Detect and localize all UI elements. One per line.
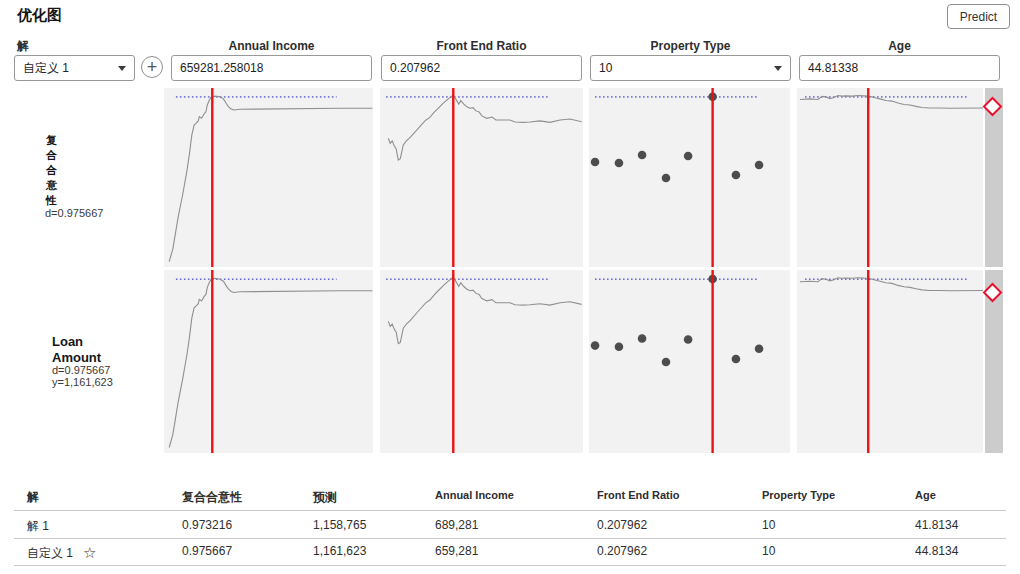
response-label-desirability: 复合合意性	[46, 133, 60, 208]
front-end-ratio-input[interactable]	[381, 55, 582, 81]
desirability-d-value: d=0.975667	[45, 207, 103, 220]
table-row-1-property-type: 10	[762, 518, 775, 532]
profiler-chart-desirability-front-end-ratio[interactable]	[380, 88, 583, 267]
table-header-annual-income: Annual Income	[435, 489, 514, 501]
table-row-1-age: 41.8134	[915, 518, 958, 532]
loan-amount-y-value: y=1,161,623	[52, 376, 113, 389]
factor-header-property-type: Property Type	[590, 39, 791, 53]
table-divider	[14, 510, 1006, 511]
table-header-property-type: Property Type	[762, 489, 835, 501]
chevron-down-icon	[118, 66, 126, 71]
factor-header-age: Age	[799, 39, 1000, 53]
table-header-prediction: 预测	[313, 489, 337, 506]
factor-header-annual-income: Annual Income	[171, 39, 372, 53]
response-label-loan-amount: Loan Amount	[52, 334, 122, 366]
profiler-chart-loan-amount-front-end-ratio[interactable]	[380, 270, 583, 453]
table-row-2-annual-income: 659,281	[435, 544, 478, 558]
table-row-2-front-end-ratio: 0.207962	[597, 544, 647, 558]
factor-header-front-end-ratio: Front End Ratio	[381, 39, 582, 53]
star-icon[interactable]: ☆	[83, 544, 96, 562]
table-header-desirability: 复合合意性	[182, 489, 242, 506]
property-type-select[interactable]: 10	[590, 55, 791, 81]
add-solution-button[interactable]: +	[141, 56, 163, 78]
table-row-1-name[interactable]: 解 1	[27, 518, 49, 535]
plus-icon: +	[147, 58, 158, 76]
table-row-1-prediction: 1,158,765	[313, 518, 366, 532]
table-row-2-age: 44.8134	[915, 544, 958, 558]
solution-label: 解	[17, 38, 29, 55]
profiler-chart-loan-amount-property-type[interactable]	[589, 270, 790, 453]
table-row-2-desirability: 0.975667	[182, 544, 232, 558]
solution-select-value: 自定义 1	[23, 56, 69, 80]
table-header-age: Age	[915, 489, 936, 501]
profiler-chart-loan-amount-age[interactable]	[797, 270, 983, 453]
table-row-1-annual-income: 689,281	[435, 518, 478, 532]
predict-button[interactable]: Predict	[947, 4, 1010, 29]
optimization-plot-panel: 优化图 Predict 解 自定义 1 + Annual Income Fron…	[0, 0, 1020, 574]
table-divider	[14, 565, 1006, 566]
table-row-2-property-type: 10	[762, 544, 775, 558]
chevron-down-icon	[774, 66, 782, 71]
page-title: 优化图	[17, 6, 62, 25]
profiler-chart-loan-amount-annual-income[interactable]	[164, 270, 373, 453]
profiler-chart-desirability-property-type[interactable]	[589, 88, 790, 267]
table-row-2-prediction: 1,161,623	[313, 544, 366, 558]
diamond-icon	[984, 98, 1001, 115]
profiler-chart-desirability-annual-income[interactable]	[164, 88, 373, 267]
diamond-icon	[984, 284, 1001, 301]
property-type-select-value: 10	[599, 56, 612, 80]
table-row-2-name-text: 自定义 1	[27, 545, 73, 562]
table-divider	[14, 538, 1006, 539]
profiler-chart-desirability-age[interactable]	[797, 88, 983, 267]
desirability-marker-diamond[interactable]	[982, 96, 1003, 117]
table-row-2-name[interactable]: 自定义 1 ☆	[27, 544, 96, 562]
table-header-solution: 解	[27, 489, 39, 506]
loan-amount-marker-diamond[interactable]	[982, 282, 1003, 303]
table-row-1-desirability: 0.973216	[182, 518, 232, 532]
age-input[interactable]	[799, 55, 1000, 81]
table-header-front-end-ratio: Front End Ratio	[597, 489, 680, 501]
annual-income-input[interactable]	[171, 55, 372, 81]
solution-select[interactable]: 自定义 1	[14, 55, 135, 81]
table-row-1-front-end-ratio: 0.207962	[597, 518, 647, 532]
